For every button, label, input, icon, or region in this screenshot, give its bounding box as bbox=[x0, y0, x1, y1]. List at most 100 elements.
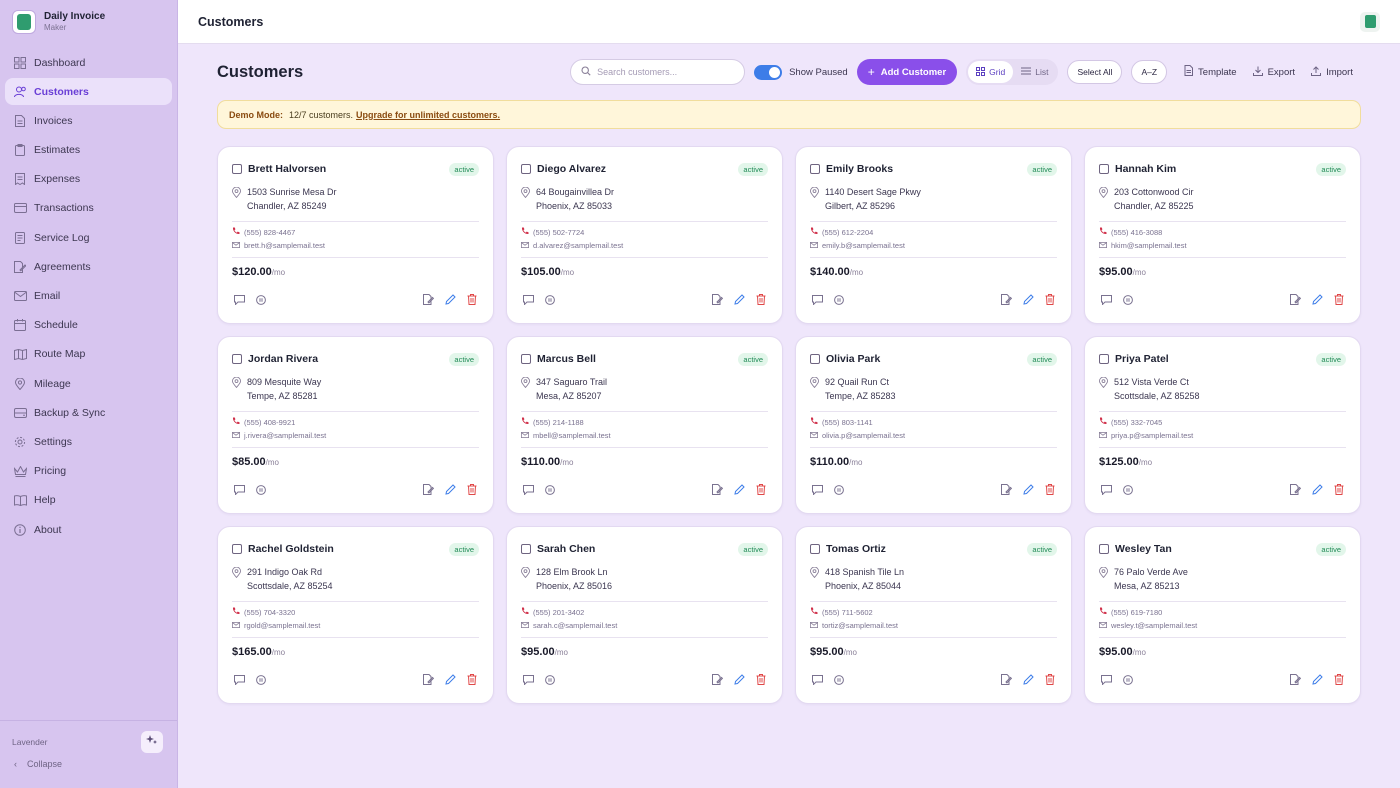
delete-button[interactable] bbox=[465, 294, 479, 308]
edit-button[interactable] bbox=[443, 294, 457, 308]
customer-email[interactable]: d.alvarez@samplemail.test bbox=[533, 240, 624, 250]
customer-email[interactable]: priya.p@samplemail.test bbox=[1111, 430, 1194, 440]
customer-card[interactable]: Rachel Goldstein active 291 Indigo Oak Rd S… bbox=[217, 526, 494, 704]
notes-button[interactable] bbox=[810, 674, 824, 688]
edit-button[interactable] bbox=[443, 674, 457, 688]
sidebar-item-dashboard[interactable]: Dashboard bbox=[5, 49, 172, 76]
edit-button[interactable] bbox=[1310, 674, 1324, 688]
pause-button[interactable] bbox=[543, 294, 557, 308]
notes-button[interactable] bbox=[521, 484, 535, 498]
delete-button[interactable] bbox=[1332, 674, 1346, 688]
create-invoice-button[interactable] bbox=[999, 484, 1013, 498]
customer-email[interactable]: brett.h@samplemail.test bbox=[244, 240, 325, 250]
sidebar-item-invoices[interactable]: Invoices bbox=[5, 107, 172, 134]
select-customer-checkbox[interactable] bbox=[1099, 354, 1109, 364]
create-invoice-button[interactable] bbox=[710, 484, 724, 498]
select-customer-checkbox[interactable] bbox=[232, 544, 242, 554]
create-invoice-button[interactable] bbox=[1288, 674, 1302, 688]
notes-button[interactable] bbox=[810, 294, 824, 308]
select-customer-checkbox[interactable] bbox=[521, 354, 531, 364]
sidebar-item-settings[interactable]: Settings bbox=[5, 428, 172, 455]
list-view-button[interactable]: List bbox=[1013, 61, 1056, 83]
grid-view-button[interactable]: Grid bbox=[968, 61, 1014, 83]
customer-phone[interactable]: (555) 704-3320 bbox=[244, 608, 296, 617]
pause-button[interactable] bbox=[832, 674, 846, 688]
customer-phone[interactable]: (555) 828-4467 bbox=[244, 228, 296, 237]
notes-button[interactable] bbox=[1099, 674, 1113, 688]
notes-button[interactable] bbox=[232, 674, 246, 688]
create-invoice-button[interactable] bbox=[999, 294, 1013, 308]
pause-button[interactable] bbox=[254, 294, 268, 308]
pause-button[interactable] bbox=[254, 484, 268, 498]
create-invoice-button[interactable] bbox=[710, 294, 724, 308]
pause-button[interactable] bbox=[832, 294, 846, 308]
upgrade-link[interactable]: Upgrade for unlimited customers. bbox=[356, 109, 501, 120]
customer-card[interactable]: Priya Patel active 512 Vista Verde Ct Scott… bbox=[1084, 336, 1361, 514]
sidebar-item-service-log[interactable]: Service Log bbox=[5, 224, 172, 251]
delete-button[interactable] bbox=[465, 674, 479, 688]
pause-button[interactable] bbox=[832, 484, 846, 498]
select-customer-checkbox[interactable] bbox=[232, 164, 242, 174]
customer-phone[interactable]: (555) 619-7180 bbox=[1111, 608, 1163, 617]
customer-card[interactable]: Diego Alvarez active 64 Bougainvillea Dr Ph… bbox=[506, 146, 783, 324]
sidebar-item-backup-sync[interactable]: Backup & Sync bbox=[5, 399, 172, 426]
add-customer-button[interactable]: + Add Customer bbox=[856, 59, 958, 85]
notes-button[interactable] bbox=[810, 484, 824, 498]
sidebar-item-estimates[interactable]: Estimates bbox=[5, 137, 172, 164]
sidebar-item-schedule[interactable]: Schedule bbox=[5, 312, 172, 339]
customer-email[interactable]: emily.b@samplemail.test bbox=[822, 240, 905, 250]
show-paused-toggle[interactable] bbox=[754, 64, 783, 80]
delete-button[interactable] bbox=[754, 294, 768, 308]
app-icon-avatar[interactable] bbox=[1360, 11, 1380, 32]
pause-button[interactable] bbox=[1121, 674, 1135, 688]
customer-card[interactable]: Jordan Rivera active 809 Mesquite Way Tempe… bbox=[217, 336, 494, 514]
create-invoice-button[interactable] bbox=[421, 294, 435, 308]
sidebar-item-about[interactable]: About bbox=[5, 516, 172, 543]
create-invoice-button[interactable] bbox=[1288, 294, 1302, 308]
select-customer-checkbox[interactable] bbox=[521, 544, 531, 554]
edit-button[interactable] bbox=[732, 484, 746, 498]
edit-button[interactable] bbox=[1021, 484, 1035, 498]
customer-card[interactable]: Olivia Park active 92 Quail Run Ct Tempe, A… bbox=[795, 336, 1072, 514]
search-input[interactable] bbox=[597, 67, 728, 77]
search-box[interactable] bbox=[570, 59, 746, 85]
pause-button[interactable] bbox=[254, 674, 268, 688]
select-customer-checkbox[interactable] bbox=[810, 544, 820, 554]
sidebar-item-email[interactable]: Email bbox=[5, 283, 172, 310]
select-customer-checkbox[interactable] bbox=[810, 354, 820, 364]
collapse-sidebar-button[interactable]: ‹ Collapse bbox=[0, 753, 177, 769]
delete-button[interactable] bbox=[1043, 484, 1057, 498]
select-customer-checkbox[interactable] bbox=[1099, 164, 1109, 174]
select-customer-checkbox[interactable] bbox=[521, 164, 531, 174]
template-button[interactable]: Template bbox=[1176, 60, 1245, 84]
customer-phone[interactable]: (555) 803-1141 bbox=[822, 418, 873, 427]
brand[interactable]: Daily Invoice Maker bbox=[0, 0, 177, 44]
create-invoice-button[interactable] bbox=[1288, 484, 1302, 498]
sidebar-item-agreements[interactable]: Agreements bbox=[5, 253, 172, 280]
customer-card[interactable]: Brett Halvorsen active 1503 Sunrise Mesa D… bbox=[217, 146, 494, 324]
create-invoice-button[interactable] bbox=[999, 674, 1013, 688]
customer-email[interactable]: sarah.c@samplemail.test bbox=[533, 620, 618, 630]
customer-phone[interactable]: (555) 332-7045 bbox=[1111, 418, 1163, 427]
edit-button[interactable] bbox=[1021, 674, 1035, 688]
create-invoice-button[interactable] bbox=[421, 674, 435, 688]
customer-phone[interactable]: (555) 201-3402 bbox=[533, 608, 585, 617]
pause-button[interactable] bbox=[1121, 294, 1135, 308]
customer-card[interactable]: Tomas Ortiz active 418 Spanish Tile Ln Phoe… bbox=[795, 526, 1072, 704]
customer-email[interactable]: mbell@samplemail.test bbox=[533, 430, 611, 440]
notes-button[interactable] bbox=[521, 294, 535, 308]
export-button[interactable]: Export bbox=[1245, 60, 1303, 84]
customer-phone[interactable]: (555) 416-3088 bbox=[1111, 228, 1163, 237]
notes-button[interactable] bbox=[232, 294, 246, 308]
create-invoice-button[interactable] bbox=[421, 484, 435, 498]
edit-button[interactable] bbox=[443, 484, 457, 498]
sidebar-item-transactions[interactable]: Transactions bbox=[5, 195, 172, 222]
delete-button[interactable] bbox=[465, 484, 479, 498]
customer-card[interactable]: Wesley Tan active 76 Palo Verde Ave Mesa, A… bbox=[1084, 526, 1361, 704]
create-invoice-button[interactable] bbox=[710, 674, 724, 688]
delete-button[interactable] bbox=[1043, 674, 1057, 688]
delete-button[interactable] bbox=[1332, 484, 1346, 498]
delete-button[interactable] bbox=[754, 484, 768, 498]
customer-email[interactable]: rgold@samplemail.test bbox=[244, 620, 321, 630]
customer-email[interactable]: olivia.p@samplemail.test bbox=[822, 430, 906, 440]
